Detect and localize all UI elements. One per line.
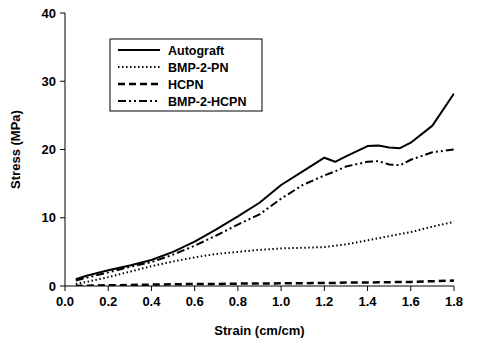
legend-label: HCPN [168,78,203,92]
x-tick-label: 1.8 [445,294,463,309]
y-tick [60,13,65,14]
x-tick-label: 0.8 [229,294,247,309]
x-tick-label: 0.6 [186,294,204,309]
y-tick [60,81,65,82]
y-tick-label: 30 [42,74,56,89]
x-tick [237,286,238,291]
series-line [76,150,454,281]
chart: 0 10 20 30 40 0.0 0.2 0.4 0.6 0.8 1.0 1.2 1.4 1.6 1.8 S… [0,0,487,350]
x-tick-label: 0.2 [99,294,117,309]
legend-label: BMP-2-PN [168,61,228,75]
x-tick-label: 1.2 [315,294,333,309]
legend-swatch [118,49,160,51]
x-tick [108,286,109,291]
x-tick [324,286,325,291]
y-tick-label: 10 [42,210,56,225]
x-tick-label: 0.0 [56,294,74,309]
x-tick [454,286,455,291]
x-tick-label: 1.4 [359,294,378,309]
series-line [76,94,454,280]
x-tick [151,286,152,291]
x-tick [367,286,368,291]
y-tick [60,217,65,218]
plot-area [76,94,454,286]
legend-label: BMP-2-HCPN [168,95,246,109]
y-tick-label: 20 [42,142,56,157]
x-tick [410,286,411,291]
legend-box [110,39,262,111]
y-tick-label: 40 [42,6,56,21]
x-tick-label: 0.4 [142,294,161,309]
y-axis-title: Stress (MPa) [8,110,23,189]
y-tick-label: 0 [49,279,56,294]
y-tick [60,286,65,287]
x-tick [65,286,66,291]
x-tick [281,286,282,291]
y-tick [60,149,65,150]
legend-label: Autograft [168,44,225,58]
x-axis-title: Strain (cm/cm) [214,323,304,338]
series-line [76,222,454,284]
legend-swatch [118,66,160,68]
x-tick-label: 1.6 [402,294,420,309]
legend-swatch [118,83,160,86]
legend-swatch [118,100,160,102]
series-line [76,281,454,286]
legend: Autograft BMP-2-PN HCPN BMP-2-HCPN [110,39,262,111]
x-tick-label: 1.0 [272,294,290,309]
x-tick [194,286,195,291]
